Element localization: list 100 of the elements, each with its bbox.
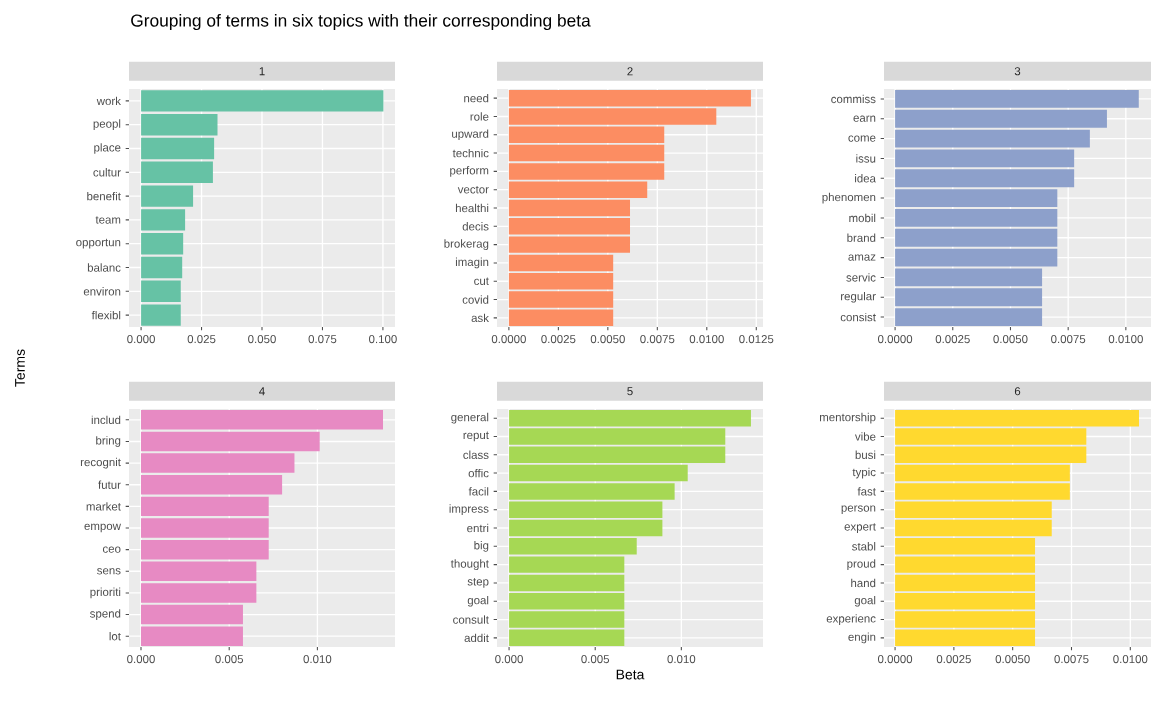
y-tick-label: recognit: [80, 457, 121, 469]
x-tick-label: 0.0000: [491, 335, 526, 344]
bar: [895, 288, 1043, 307]
y-tick-label: proud: [847, 559, 876, 570]
y-tick-label: place: [94, 143, 121, 154]
chart-title: 2: [627, 67, 633, 76]
y-tick-label: brand: [847, 233, 876, 242]
y-tick-label: class: [463, 450, 489, 459]
bar: [509, 593, 625, 610]
bar: [895, 428, 1087, 445]
y-tick-label: ask: [471, 313, 489, 323]
bar: [141, 583, 257, 603]
bar: [141, 185, 194, 207]
x-tick-label: 0.010: [303, 655, 332, 664]
y-tick-label: amaz: [848, 254, 876, 261]
bar: [509, 464, 688, 482]
bar: [141, 90, 384, 112]
y-tick-label: fast: [857, 487, 876, 496]
y-tick-label: cut: [474, 277, 489, 285]
x-tick-label: 0.0100: [689, 335, 724, 344]
y-tick-label: addit: [464, 633, 489, 643]
bar: [141, 256, 183, 279]
y-tick-label: prioriti: [90, 587, 121, 599]
y-tick-label: benefit: [87, 191, 121, 201]
y-tick-label: big: [474, 540, 489, 552]
x-tick-label: 0.0025: [935, 335, 970, 344]
bar: [895, 593, 1036, 610]
bar: [508, 89, 751, 107]
x-tick-label: 0.005: [215, 655, 244, 664]
x-tick-label: 0.0025: [541, 335, 576, 344]
y-tick-label: busi: [855, 450, 876, 459]
bar: [141, 561, 257, 582]
y-tick-label: team: [95, 216, 121, 224]
y-tick-label: empow: [84, 523, 121, 533]
y-axis-title: Terms: [15, 349, 25, 387]
bar: [895, 90, 1139, 108]
y-tick-label: need: [464, 93, 489, 103]
y-tick-label: offic: [468, 468, 489, 478]
y-tick-label: upward: [452, 129, 489, 141]
y-tick-label: perform: [450, 166, 489, 177]
bar: [895, 464, 1070, 482]
y-tick-label: healthi: [455, 203, 489, 213]
x-tick-label: 0.0000: [877, 335, 913, 344]
bar: [509, 519, 663, 537]
x-tick-label: 0.0075: [1054, 655, 1089, 664]
y-tick-label: servic: [846, 273, 876, 282]
y-tick-label: idea: [855, 174, 876, 183]
y-tick-label: cultur: [93, 168, 121, 177]
y-tick-label: goal: [467, 595, 489, 607]
y-tick-label: typic: [852, 467, 876, 479]
y-tick-label: bring: [96, 436, 121, 447]
bar: [141, 539, 269, 560]
bar: [508, 291, 614, 308]
bar: [895, 611, 1036, 628]
bar: [895, 446, 1087, 464]
y-tick-label: come: [848, 135, 876, 142]
text: Grouping of terms in six topics with their corresponding beta: [131, 13, 591, 31]
y-tick-label: step: [467, 578, 489, 588]
y-tick-label: earn: [853, 115, 876, 122]
x-tick-label: 0.000: [127, 655, 155, 664]
bar: [895, 228, 1058, 247]
y-tick-label: entri: [467, 523, 489, 533]
bar: [141, 304, 181, 326]
x-tick-label: 0.050: [248, 335, 276, 344]
y-tick-label: futur: [98, 480, 121, 489]
y-tick-label: general: [451, 412, 489, 424]
y-tick-label: technic: [452, 148, 489, 158]
bar: [895, 308, 1043, 327]
y-tick-label: goal: [854, 595, 876, 607]
y-tick-label: flexibl: [91, 310, 121, 320]
bar: [141, 233, 184, 255]
bar: [141, 280, 181, 303]
bar: [509, 409, 751, 427]
x-axis-title: Beta: [616, 669, 645, 680]
x-tick-label: 0.0075: [1051, 335, 1086, 344]
chart-title: 3: [1014, 67, 1021, 76]
bar: [895, 189, 1058, 208]
y-tick-label: ceo: [102, 546, 121, 553]
chart-title: 5: [627, 387, 633, 396]
bar: [895, 409, 1140, 427]
bar: [509, 629, 625, 647]
bar: [508, 199, 631, 217]
x-tick-label: 0.0025: [936, 655, 971, 664]
y-tick-label: consist: [840, 312, 876, 322]
y-tick-label: regular: [841, 291, 876, 303]
y-tick-label: decis: [462, 222, 489, 231]
y-tick-label: issu: [856, 154, 876, 163]
bar: [141, 475, 283, 495]
y-tick-label: reput: [463, 431, 489, 442]
bar: [141, 431, 320, 452]
y-tick-label: mentorship: [819, 412, 876, 424]
bar: [509, 574, 625, 592]
bar: [141, 604, 243, 625]
y-tick-label: opportun: [76, 238, 121, 249]
bar: [508, 309, 614, 327]
y-tick-label: vector: [457, 185, 489, 194]
y-tick-label: includ: [91, 415, 121, 425]
x-tick-label: 0.005: [581, 655, 610, 664]
bar: [508, 108, 717, 125]
bar: [895, 519, 1052, 537]
